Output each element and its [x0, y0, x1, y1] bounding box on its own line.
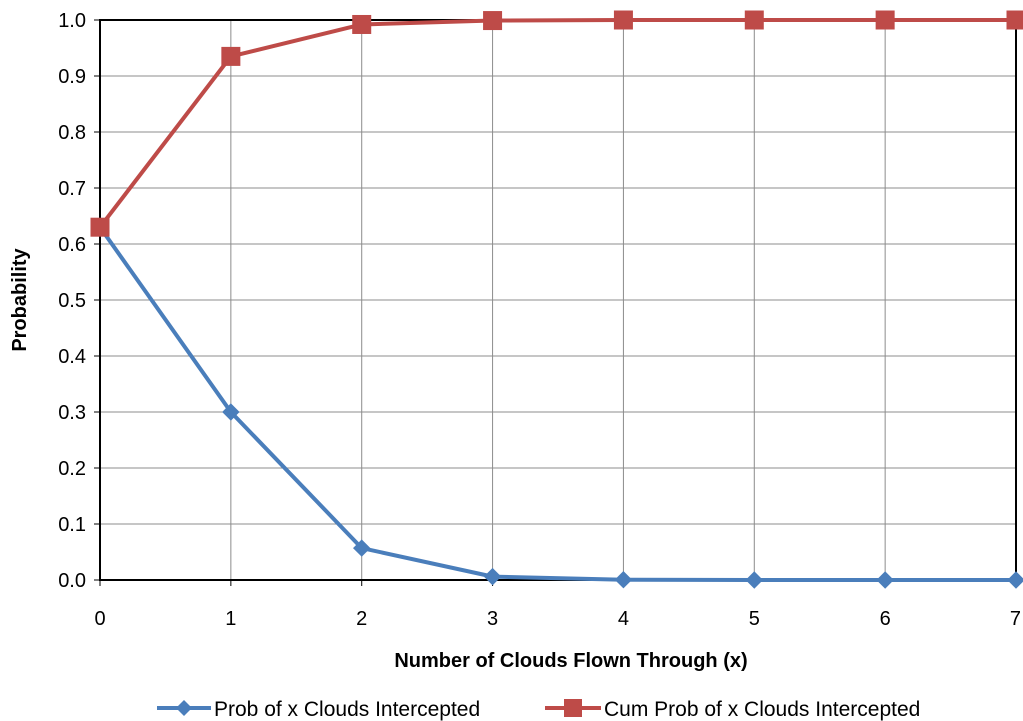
- data-point-diamond: [745, 571, 763, 589]
- data-point-square: [483, 11, 503, 31]
- legend-label-cum-prob: Cum Prob of x Clouds Intercepted: [604, 698, 920, 721]
- data-point-square: [1006, 10, 1023, 30]
- x-tick-label: 0: [94, 608, 105, 630]
- series-layer: [90, 10, 1023, 589]
- y-tick-label: 0.6: [58, 234, 86, 256]
- y-axis-tick-labels: 0.0 0.1 0.2 0.3 0.4 0.5 0.6 0.7 0.8 0.9 1.0: [58, 10, 86, 592]
- y-tick-label: 1.0: [58, 10, 86, 32]
- legend-marker-diamond-icon: [176, 700, 192, 716]
- data-point-diamond: [353, 539, 371, 557]
- y-tick-label: 0.7: [58, 178, 86, 200]
- y-tick-label: 0.0: [58, 570, 86, 592]
- data-point-square: [90, 217, 110, 237]
- y-tick-label: 0.5: [58, 290, 86, 312]
- x-tick-label: 1: [225, 608, 236, 630]
- legend: Prob of x Clouds Intercepted Cum Prob of…: [157, 698, 920, 721]
- data-point-diamond: [614, 571, 633, 589]
- x-tick-label: 7: [1010, 608, 1021, 630]
- y-tick-label: 0.2: [58, 458, 86, 480]
- x-tick-label: 6: [880, 608, 891, 630]
- y-tick-label: 0.8: [58, 122, 86, 144]
- data-point-square: [744, 10, 764, 30]
- data-point-square: [221, 46, 241, 66]
- x-axis-title: Number of Clouds Flown Through (x): [394, 650, 747, 672]
- data-point-square: [352, 14, 372, 34]
- x-tick-label: 4: [618, 608, 629, 630]
- y-tick-label: 0.9: [58, 66, 86, 88]
- data-point-diamond: [483, 567, 502, 586]
- y-tick-label: 0.1: [58, 514, 86, 536]
- x-tick-label: 5: [749, 608, 760, 630]
- legend-item-prob: Prob of x Clouds Intercepted: [157, 698, 480, 721]
- data-point-diamond: [222, 403, 240, 421]
- legend-marker-square-icon: [564, 699, 582, 717]
- y-tick-label: 0.4: [58, 346, 86, 368]
- data-point-square: [613, 10, 633, 30]
- legend-label-prob: Prob of x Clouds Intercepted: [214, 698, 480, 721]
- x-tick-label: 2: [356, 608, 367, 630]
- data-point-square: [875, 10, 895, 30]
- y-axis-title: Probability: [9, 247, 31, 351]
- series-line-prob: [98, 226, 1016, 582]
- y-tick-label: 0.3: [58, 402, 86, 424]
- data-point-diamond: [876, 571, 894, 589]
- x-tick-label: 3: [487, 608, 498, 630]
- x-axis-tick-labels: 0 1 2 3 4 5 6 7: [94, 608, 1021, 630]
- gridlines: [94, 19, 1017, 586]
- series-line-cum-prob: [98, 18, 1016, 229]
- data-point-diamond: [1007, 571, 1023, 589]
- legend-item-cum-prob: Cum Prob of x Clouds Intercepted: [545, 698, 920, 721]
